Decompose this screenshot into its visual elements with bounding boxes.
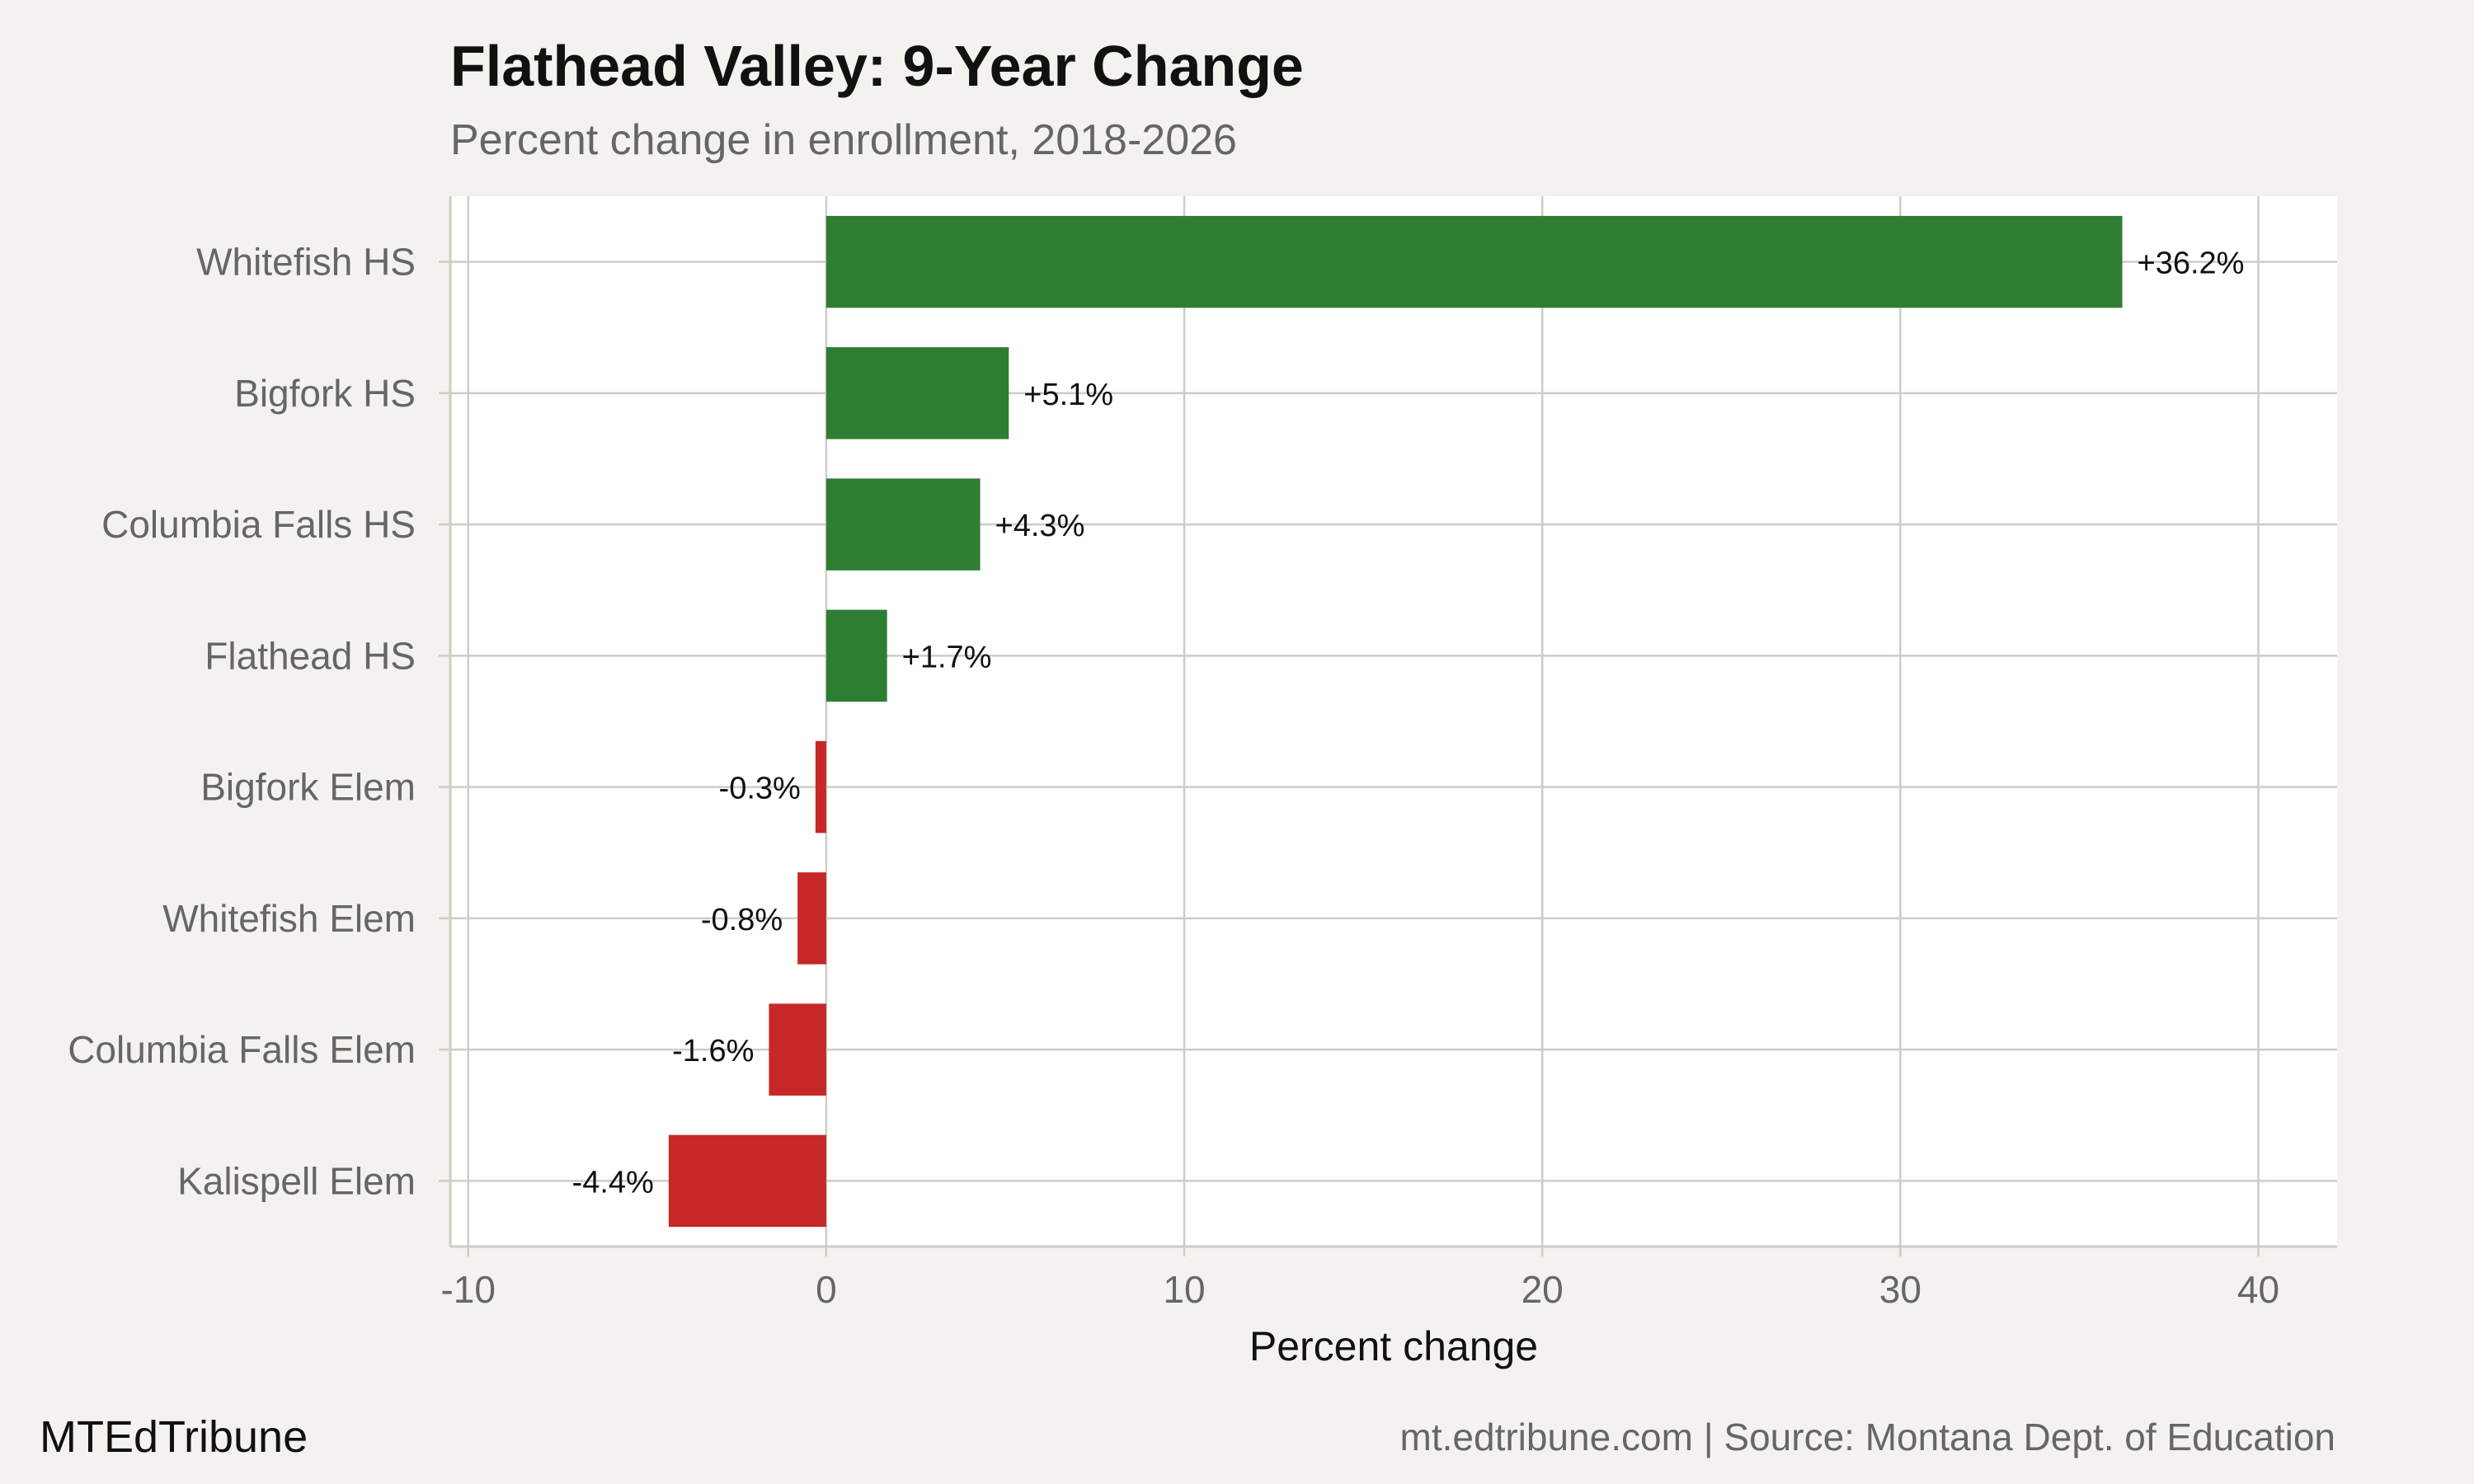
bar [825, 609, 887, 702]
category-label: Bigfork Elem [200, 766, 416, 809]
data-label: +5.1% [1023, 378, 1113, 412]
plot-panel [450, 196, 2337, 1247]
bar [769, 1003, 826, 1096]
category-label: Columbia Falls Elem [68, 1028, 416, 1071]
bar [668, 1134, 826, 1228]
y-gridlines [439, 261, 2337, 1182]
bar [825, 478, 981, 571]
data-label: +1.7% [902, 640, 992, 674]
data-label: -0.8% [701, 903, 783, 937]
x-tick-label: 30 [1879, 1268, 1921, 1311]
x-tick-label: -10 [440, 1268, 495, 1311]
bar [825, 215, 2123, 308]
x-axis-title: Percent change [1249, 1323, 1538, 1369]
axes [449, 196, 2337, 1248]
data-label: +4.3% [995, 509, 1085, 543]
y-tick-labels: Whitefish HS Bigfork HS Columbia Falls HS F… [68, 241, 416, 1203]
bar-labels: +36.2% +5.1% +4.3% +1.7% -0.3% -0.8% -1.6% -4.4… [572, 247, 2245, 1200]
bar [815, 740, 826, 834]
category-label: Bigfork HS [234, 372, 416, 415]
x-tick-label: 10 [1163, 1268, 1205, 1311]
category-label: Kalispell Elem [177, 1159, 416, 1202]
source-credit: mt.edtribune.com | Source: Montana Dept.… [1399, 1416, 2335, 1458]
chart-title: Flathead Valley: 9-Year Change [450, 34, 1304, 98]
data-label: +36.2% [2138, 247, 2245, 281]
data-label: -0.3% [719, 772, 801, 806]
x-tick-label: 0 [816, 1268, 837, 1311]
data-label: -1.6% [672, 1034, 754, 1068]
x-tick-label: 40 [2237, 1268, 2279, 1311]
category-label: Columbia Falls HS [101, 503, 416, 546]
category-label: Whitefish HS [196, 241, 416, 284]
bar [797, 872, 826, 965]
chart-subtitle: Percent change in enrollment, 2018-2026 [450, 116, 1237, 164]
x-tick-label: 20 [1522, 1268, 1564, 1311]
bar [825, 347, 1009, 439]
bars [668, 215, 2123, 1228]
category-label: Flathead HS [205, 634, 416, 677]
category-label: Whitefish Elem [162, 897, 416, 940]
brand-label: MTEdTribune [40, 1412, 308, 1462]
x-tick-labels: -10 0 10 20 30 40 [440, 1268, 2279, 1311]
data-label: -4.4% [572, 1165, 654, 1200]
